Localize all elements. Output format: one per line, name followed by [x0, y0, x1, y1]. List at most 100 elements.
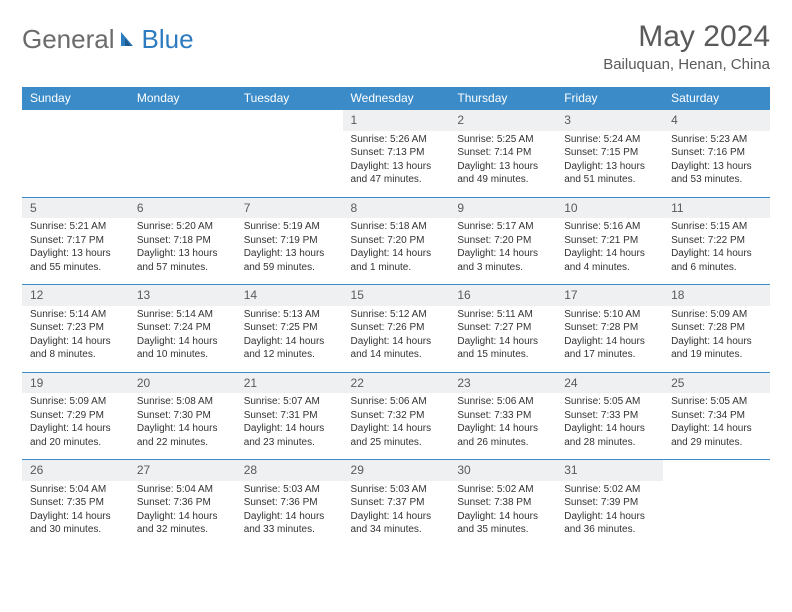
header: GeneralBlue May 2024 Bailuquan, Henan, C… [22, 20, 770, 73]
daylight-text: Daylight: 14 hours [671, 422, 762, 436]
daylight-text: Daylight: 13 hours [564, 160, 655, 174]
day-info-cell: Sunrise: 5:19 AMSunset: 7:19 PMDaylight:… [236, 218, 343, 285]
day-number-cell: 9 [449, 197, 556, 218]
day-header: Sunday [22, 87, 129, 110]
title-block: May 2024 Bailuquan, Henan, China [603, 20, 770, 73]
sunrise-text: Sunrise: 5:25 AM [457, 133, 548, 147]
day-number: 13 [137, 288, 150, 302]
daylight-text: and 36 minutes. [564, 523, 655, 537]
daylight-text: and 29 minutes. [671, 436, 762, 450]
sunset-text: Sunset: 7:13 PM [351, 146, 442, 160]
sunset-text: Sunset: 7:34 PM [671, 409, 762, 423]
day-info-cell: Sunrise: 5:16 AMSunset: 7:21 PMDaylight:… [556, 218, 663, 285]
day-number: 9 [457, 201, 464, 215]
day-number: 4 [671, 113, 678, 127]
sunset-text: Sunset: 7:25 PM [244, 321, 335, 335]
sunset-text: Sunset: 7:28 PM [564, 321, 655, 335]
day-number: 30 [457, 463, 470, 477]
sunrise-text: Sunrise: 5:06 AM [457, 395, 548, 409]
sunrise-text: Sunrise: 5:04 AM [137, 483, 228, 497]
day-info-cell: Sunrise: 5:02 AMSunset: 7:38 PMDaylight:… [449, 481, 556, 547]
day-info-cell: Sunrise: 5:26 AMSunset: 7:13 PMDaylight:… [343, 131, 450, 198]
daylight-text: Daylight: 14 hours [351, 422, 442, 436]
day-info-cell: Sunrise: 5:08 AMSunset: 7:30 PMDaylight:… [129, 393, 236, 460]
day-number-cell: 24 [556, 372, 663, 393]
day-number: 18 [671, 288, 684, 302]
day-info-cell: Sunrise: 5:05 AMSunset: 7:34 PMDaylight:… [663, 393, 770, 460]
sunrise-text: Sunrise: 5:05 AM [671, 395, 762, 409]
day-info-cell: Sunrise: 5:20 AMSunset: 7:18 PMDaylight:… [129, 218, 236, 285]
sunset-text: Sunset: 7:36 PM [244, 496, 335, 510]
day-info-cell: Sunrise: 5:10 AMSunset: 7:28 PMDaylight:… [556, 306, 663, 373]
daylight-text: Daylight: 14 hours [457, 247, 548, 261]
daylight-text: Daylight: 13 hours [244, 247, 335, 261]
day-info-cell: Sunrise: 5:07 AMSunset: 7:31 PMDaylight:… [236, 393, 343, 460]
sunrise-text: Sunrise: 5:05 AM [564, 395, 655, 409]
sunrise-text: Sunrise: 5:02 AM [564, 483, 655, 497]
day-number: 3 [564, 113, 571, 127]
sunrise-text: Sunrise: 5:14 AM [137, 308, 228, 322]
daylight-text: and 25 minutes. [351, 436, 442, 450]
logo-text-blue: Blue [142, 24, 194, 55]
day-number-cell: 3 [556, 110, 663, 131]
day-number-cell: 28 [236, 460, 343, 481]
sunset-text: Sunset: 7:15 PM [564, 146, 655, 160]
daylight-text: Daylight: 14 hours [564, 510, 655, 524]
day-number-row: 19202122232425 [22, 372, 770, 393]
day-info-cell: Sunrise: 5:05 AMSunset: 7:33 PMDaylight:… [556, 393, 663, 460]
sunrise-text: Sunrise: 5:20 AM [137, 220, 228, 234]
day-header: Wednesday [343, 87, 450, 110]
day-number: 12 [30, 288, 43, 302]
sunset-text: Sunset: 7:20 PM [457, 234, 548, 248]
sunrise-text: Sunrise: 5:19 AM [244, 220, 335, 234]
day-number-cell: 26 [22, 460, 129, 481]
sunset-text: Sunset: 7:21 PM [564, 234, 655, 248]
daylight-text: and 17 minutes. [564, 348, 655, 362]
day-info-cell: Sunrise: 5:25 AMSunset: 7:14 PMDaylight:… [449, 131, 556, 198]
daylight-text: Daylight: 14 hours [244, 335, 335, 349]
sunset-text: Sunset: 7:33 PM [457, 409, 548, 423]
day-number: 10 [564, 201, 577, 215]
daylight-text: Daylight: 14 hours [564, 335, 655, 349]
day-number-cell: 7 [236, 197, 343, 218]
calendar-table: Sunday Monday Tuesday Wednesday Thursday… [22, 87, 770, 547]
day-number-cell: 25 [663, 372, 770, 393]
daylight-text: Daylight: 14 hours [671, 335, 762, 349]
sunset-text: Sunset: 7:32 PM [351, 409, 442, 423]
day-number: 6 [137, 201, 144, 215]
daylight-text: and 34 minutes. [351, 523, 442, 537]
day-info-cell: Sunrise: 5:06 AMSunset: 7:33 PMDaylight:… [449, 393, 556, 460]
day-number-cell [236, 110, 343, 131]
daylight-text: and 28 minutes. [564, 436, 655, 450]
day-number-cell: 1 [343, 110, 450, 131]
daylight-text: Daylight: 14 hours [351, 510, 442, 524]
sunset-text: Sunset: 7:33 PM [564, 409, 655, 423]
daylight-text: and 33 minutes. [244, 523, 335, 537]
day-number-row: 262728293031 [22, 460, 770, 481]
sunset-text: Sunset: 7:17 PM [30, 234, 121, 248]
sunrise-text: Sunrise: 5:03 AM [244, 483, 335, 497]
daylight-text: Daylight: 14 hours [244, 422, 335, 436]
day-number-cell: 2 [449, 110, 556, 131]
daylight-text: Daylight: 14 hours [137, 510, 228, 524]
daylight-text: Daylight: 14 hours [457, 422, 548, 436]
daylight-text: and 26 minutes. [457, 436, 548, 450]
day-number-cell: 13 [129, 285, 236, 306]
daylight-text: and 53 minutes. [671, 173, 762, 187]
sunset-text: Sunset: 7:14 PM [457, 146, 548, 160]
day-number-cell: 12 [22, 285, 129, 306]
day-info-cell: Sunrise: 5:11 AMSunset: 7:27 PMDaylight:… [449, 306, 556, 373]
day-number: 28 [244, 463, 257, 477]
day-info-cell: Sunrise: 5:23 AMSunset: 7:16 PMDaylight:… [663, 131, 770, 198]
day-info-cell: Sunrise: 5:17 AMSunset: 7:20 PMDaylight:… [449, 218, 556, 285]
sunrise-text: Sunrise: 5:11 AM [457, 308, 548, 322]
day-info-cell [22, 131, 129, 198]
day-info-cell: Sunrise: 5:06 AMSunset: 7:32 PMDaylight:… [343, 393, 450, 460]
day-number-cell: 11 [663, 197, 770, 218]
day-info-cell: Sunrise: 5:14 AMSunset: 7:24 PMDaylight:… [129, 306, 236, 373]
sunset-text: Sunset: 7:26 PM [351, 321, 442, 335]
daylight-text: and 8 minutes. [30, 348, 121, 362]
day-info-cell: Sunrise: 5:04 AMSunset: 7:35 PMDaylight:… [22, 481, 129, 547]
day-number: 20 [137, 376, 150, 390]
sunrise-text: Sunrise: 5:13 AM [244, 308, 335, 322]
